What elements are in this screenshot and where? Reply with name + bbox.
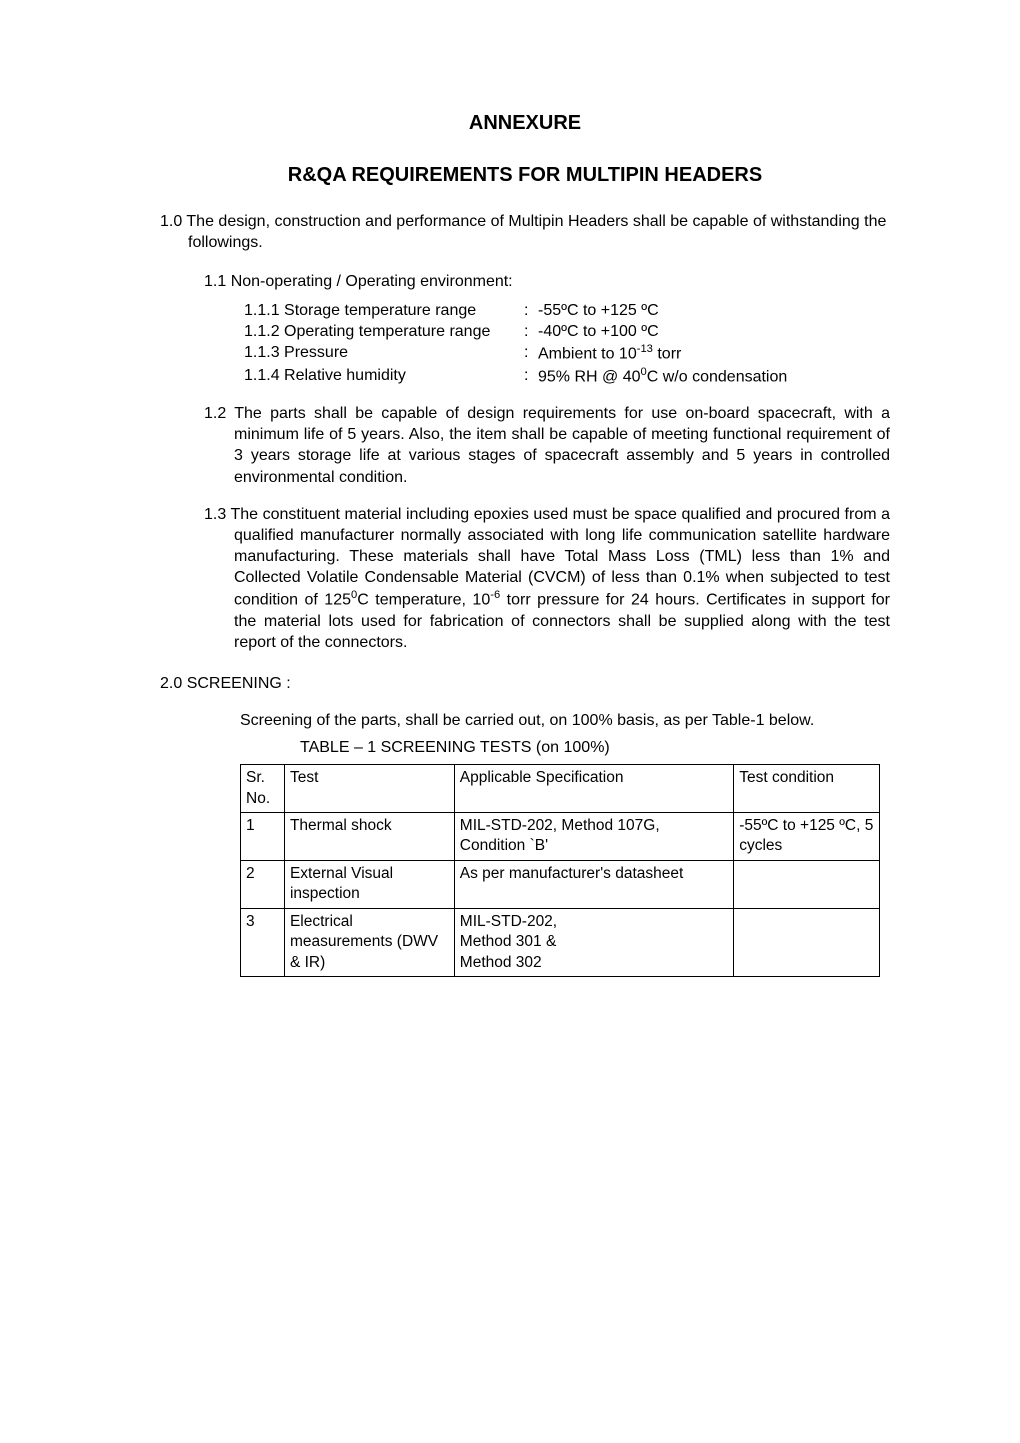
section-2-0: 2.0 SCREENING : (160, 673, 890, 694)
doc-subtitle: R&QA REQUIREMENTS FOR MULTIPIN HEADERS (160, 162, 890, 188)
env-row: 1.1.4 Relative humidity: 95% RH @ 400C w… (244, 365, 890, 387)
env-value: -40ºC to +100 ºC (538, 321, 659, 342)
env-value: -55ºC to +125 ºC (538, 300, 659, 321)
col-header-cond: Test condition (734, 765, 880, 813)
table-cell: MIL-STD-202, Method 107G, Condition `B' (454, 812, 733, 860)
section-1-0: 1.0 The design, construction and perform… (160, 211, 890, 253)
env-label: 1.1.1 Storage temperature range (244, 300, 524, 321)
screening-intro: Screening of the parts, shall be carried… (240, 710, 890, 731)
table-cell: Thermal shock (284, 812, 454, 860)
table-row: 3Electrical measurements (DWV & IR)MIL-S… (241, 908, 880, 976)
screening-table: Sr. No. Test Applicable Specification Te… (240, 764, 880, 977)
table-cell: 2 (241, 860, 285, 908)
table-cell: Electrical measurements (DWV & IR) (284, 908, 454, 976)
table-row: 1Thermal shockMIL-STD-202, Method 107G, … (241, 812, 880, 860)
section-1-1: 1.1 Non-operating / Operating environmen… (204, 271, 890, 292)
env-separator: : (524, 300, 538, 321)
table-cell: External Visual inspection (284, 860, 454, 908)
col-header-test: Test (284, 765, 454, 813)
table-cell: MIL-STD-202, Method 301 & Method 302 (454, 908, 733, 976)
table-cell: As per manufacturer's datasheet (454, 860, 733, 908)
env-row: 1.1.1 Storage temperature range: -55ºC t… (244, 300, 890, 321)
table-caption: TABLE – 1 SCREENING TESTS (on 100%) (300, 737, 890, 758)
table-cell (734, 908, 880, 976)
env-label: 1.1.2 Operating temperature range (244, 321, 524, 342)
env-row: 1.1.3 Pressure: Ambient to 10-13 torr (244, 342, 890, 364)
env-value: Ambient to 10-13 torr (538, 342, 681, 364)
section-1-2: 1.2 The parts shall be capable of design… (204, 403, 890, 487)
env-row: 1.1.2 Operating temperature range: -40ºC… (244, 321, 890, 342)
env-label: 1.1.3 Pressure (244, 342, 524, 364)
table-cell: -55ºC to +125 ºC, 5 cycles (734, 812, 880, 860)
env-value: 95% RH @ 400C w/o condensation (538, 365, 787, 387)
col-header-srno: Sr. No. (241, 765, 285, 813)
env-label: 1.1.4 Relative humidity (244, 365, 524, 387)
section-1-3: 1.3 The constituent material including e… (204, 504, 890, 653)
table-row: 2External Visual inspectionAs per manufa… (241, 860, 880, 908)
table-header-row: Sr. No. Test Applicable Specification Te… (241, 765, 880, 813)
env-separator: : (524, 365, 538, 387)
table-cell: 3 (241, 908, 285, 976)
col-header-spec: Applicable Specification (454, 765, 733, 813)
env-separator: : (524, 342, 538, 364)
env-separator: : (524, 321, 538, 342)
table-cell: 1 (241, 812, 285, 860)
annexure-title: ANNEXURE (160, 110, 890, 136)
table-cell (734, 860, 880, 908)
